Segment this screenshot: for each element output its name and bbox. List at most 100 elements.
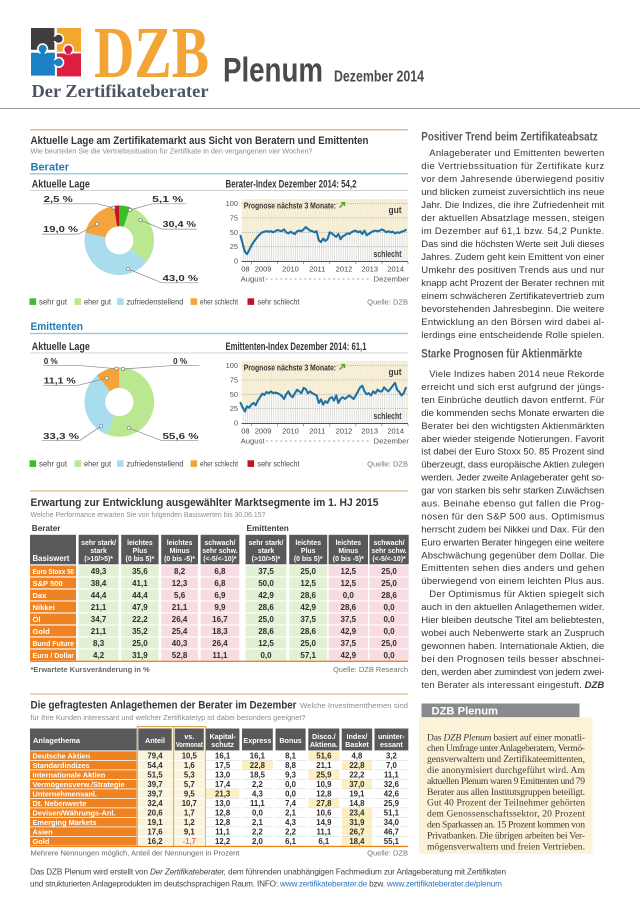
svg-text:9,9: 9,9 [214, 603, 226, 612]
svg-text:sehr schw.: sehr schw. [371, 548, 406, 555]
svg-text:0: 0 [234, 257, 238, 266]
svg-text:gut: gut [389, 367, 402, 377]
svg-text:13,0: 13,0 [215, 799, 231, 808]
svg-text:und strukturierten Anlageprodu: und strukturierten Anlageprodukten im de… [30, 880, 502, 889]
svg-text:leichtes: leichtes [295, 540, 321, 547]
svg-text:44,4: 44,4 [91, 591, 107, 600]
svg-text:sehr gut: sehr gut [39, 460, 68, 469]
svg-text:1,7: 1,7 [184, 808, 195, 817]
svg-text:schwach/: schwach/ [204, 540, 235, 547]
svg-text:4,2: 4,2 [93, 651, 105, 660]
svg-text:20,6: 20,6 [147, 808, 163, 817]
svg-text:leichtes: leichtes [335, 540, 361, 547]
svg-text:schlecht: schlecht [374, 411, 402, 421]
svg-text:überwiegend von einem leichten: überwiegend von einem leichten Plus aus. [421, 576, 604, 587]
svg-text:6,9: 6,9 [214, 591, 226, 600]
svg-text:25,9: 25,9 [384, 799, 400, 808]
svg-text:32,6: 32,6 [384, 780, 400, 789]
svg-text:Berater aus allen Institutsgru: Berater aus allen Institutsgruppen betei… [427, 787, 585, 798]
svg-text:7,0: 7,0 [386, 761, 398, 770]
svg-text:den Sparkassen an. 15 Prozent: den Sparkassen an. 15 Prozent kommen von [427, 820, 585, 831]
svg-text:die kommenden sechs Monate erw: die kommenden sechs Monate erwarten die [421, 408, 604, 419]
svg-text:Express: Express [243, 736, 271, 745]
svg-text:aktuellen Plenum waren 9 Emitt: aktuellen Plenum waren 9 Emittenten und … [427, 776, 585, 787]
svg-text:schwach/: schwach/ [374, 540, 405, 547]
svg-text:wobei auch Nebenwerte stark an: wobei auch Nebenwerte stark an Zuspruch [420, 628, 604, 639]
svg-text:Deutsche Aktien: Deutsche Aktien [33, 751, 91, 760]
svg-text:Viele Indizes haben 2014 neue: Viele Indizes haben 2014 neue Rekorde [429, 369, 604, 380]
svg-text:Berater: Berater [32, 524, 61, 533]
svg-text:Quelle: DZB Research: Quelle: DZB Research [333, 665, 408, 674]
svg-text:essant: essant [380, 740, 403, 749]
svg-text:42,9: 42,9 [258, 591, 274, 600]
svg-text:2,2: 2,2 [252, 780, 264, 789]
svg-text:6,8: 6,8 [214, 579, 226, 588]
svg-text:mögensverwaltern und freien Ve: mögensverwaltern und freien Vertrieben. [427, 841, 585, 852]
svg-text:stark: stark [258, 548, 275, 555]
svg-text:S&P 500: S&P 500 [33, 579, 63, 588]
svg-text:08: 08 [241, 426, 249, 435]
svg-text:2010: 2010 [282, 426, 299, 435]
svg-text:2,1: 2,1 [252, 818, 264, 827]
svg-text:0,0: 0,0 [285, 789, 297, 798]
svg-text:sehr gut: sehr gut [39, 298, 68, 307]
svg-text:Welche Investmentthemen sind: Welche Investmentthemen sind [300, 701, 408, 710]
svg-text:-1,7: -1,7 [183, 837, 196, 846]
svg-text:51,1: 51,1 [384, 808, 400, 817]
svg-text:den, werden aber zumindest von: den, werden aber zumindest von jedem zwe… [421, 667, 604, 678]
svg-text:2012: 2012 [336, 264, 353, 273]
svg-text:2,0: 2,0 [252, 837, 264, 846]
svg-text:10,7: 10,7 [182, 799, 197, 808]
svg-text:50: 50 [230, 390, 238, 399]
svg-text:6,1: 6,1 [285, 837, 297, 846]
svg-text:gut: gut [389, 205, 402, 215]
svg-text:Privatbanken. Die übrigen arbe: Privatbanken. Die übrigen arbeiten bei V… [427, 830, 585, 841]
svg-text:17,4: 17,4 [215, 780, 231, 789]
svg-text:0 %: 0 % [44, 356, 58, 366]
svg-text:25,0: 25,0 [381, 567, 397, 576]
svg-text:uninter-: uninter- [378, 732, 405, 741]
svg-text:Euro / Dollar: Euro / Dollar [33, 651, 75, 660]
svg-text:Dt. Nebenwerte: Dt. Nebenwerte [33, 799, 87, 808]
svg-text:Vormonat: Vormonat [176, 740, 203, 749]
svg-text:Plenum: Plenum [223, 51, 323, 89]
svg-text:Emerging Markets: Emerging Markets [33, 818, 97, 827]
svg-text:34,0: 34,0 [384, 818, 400, 827]
svg-text:lerdings eine entscheidende Ro: lerdings eine entscheidende Rolle spiele… [421, 330, 604, 341]
svg-text:gar von starken bis sehr stark: gar von starken bis sehr starken Zuwächs… [421, 486, 604, 497]
svg-text:schutz: schutz [211, 740, 234, 749]
svg-text:0,0: 0,0 [343, 591, 355, 600]
svg-text:2011: 2011 [309, 264, 325, 273]
svg-text:5,3: 5,3 [184, 770, 196, 779]
svg-text:Positiver Trend beim Zertifika: Positiver Trend beim Zertifikateabsatz [421, 130, 598, 144]
svg-text:Dezember: Dezember [374, 437, 410, 446]
svg-text:12,5: 12,5 [300, 579, 316, 588]
svg-text:18,4: 18,4 [349, 837, 365, 846]
svg-text:0,0: 0,0 [383, 615, 395, 624]
svg-text:Unternehmensanl.: Unternehmensanl. [33, 789, 97, 798]
svg-text:Berater-Index Dezember 2014: 5: Berater-Index Dezember 2014: 54,2 [226, 179, 357, 191]
svg-text:8,8: 8,8 [285, 761, 297, 770]
svg-text:Emittenten sehen dies anders u: Emittenten sehen dies anders und gehen [421, 563, 604, 574]
svg-text:DZB: DZB [94, 12, 209, 93]
svg-text:51,6: 51,6 [316, 751, 332, 760]
svg-text:Standardindizes: Standardindizes [33, 761, 90, 770]
svg-text:Euro Stoxx 50: Euro Stoxx 50 [33, 567, 75, 576]
svg-text:Gold: Gold [33, 627, 51, 636]
svg-text:4,3: 4,3 [252, 789, 264, 798]
svg-text:100: 100 [226, 361, 238, 370]
svg-text:2,2: 2,2 [285, 827, 297, 836]
svg-text:August: August [241, 437, 266, 446]
svg-text:16,2: 16,2 [147, 837, 163, 846]
svg-text:28,6: 28,6 [300, 591, 316, 600]
svg-text:eher gut: eher gut [84, 460, 112, 469]
svg-text:52,8: 52,8 [172, 651, 188, 660]
svg-text:42,9: 42,9 [341, 627, 357, 636]
svg-text:Prognose nächste 3 Monate:: Prognose nächste 3 Monate: [244, 201, 337, 211]
svg-text:2011: 2011 [309, 426, 325, 435]
svg-text:auch in den aktuellen Anlageth: auch in den aktuellen Anlagethemen wider… [421, 602, 604, 613]
svg-text:50: 50 [230, 228, 238, 237]
svg-text:Das DZB Plenum basiert auf ein: Das DZB Plenum basiert auf einer monatli… [427, 732, 585, 743]
svg-text:37,5: 37,5 [341, 639, 357, 648]
svg-text:12,8: 12,8 [215, 808, 231, 817]
